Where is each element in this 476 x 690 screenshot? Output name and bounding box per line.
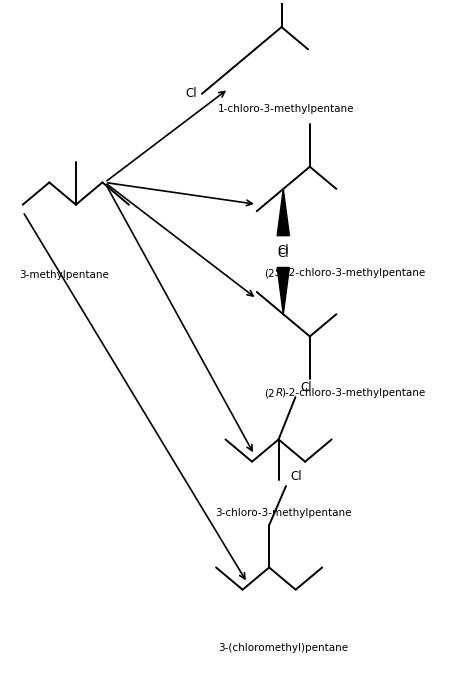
Text: 3-chloro-3-methylpentane: 3-chloro-3-methylpentane bbox=[215, 508, 351, 518]
Polygon shape bbox=[277, 268, 289, 314]
Text: (2: (2 bbox=[264, 268, 275, 278]
Text: Cl: Cl bbox=[299, 381, 311, 394]
Polygon shape bbox=[277, 189, 289, 236]
Text: S: S bbox=[275, 268, 281, 278]
Text: 3-methylpentane: 3-methylpentane bbox=[19, 270, 109, 279]
Text: Cl: Cl bbox=[185, 88, 197, 100]
Text: R: R bbox=[275, 388, 282, 398]
Text: (2: (2 bbox=[264, 388, 275, 398]
Text: 3-(chloromethyl)pentane: 3-(chloromethyl)pentane bbox=[218, 642, 347, 653]
Text: Cl: Cl bbox=[277, 244, 288, 257]
Text: 1-chloro-3-methylpentane: 1-chloro-3-methylpentane bbox=[217, 104, 353, 114]
Text: Cl: Cl bbox=[277, 246, 288, 259]
Text: )-2-chloro-3-methylpentane: )-2-chloro-3-methylpentane bbox=[281, 388, 425, 398]
Text: Cl: Cl bbox=[290, 470, 302, 482]
Text: )-2-chloro-3-methylpentane: )-2-chloro-3-methylpentane bbox=[281, 268, 425, 278]
